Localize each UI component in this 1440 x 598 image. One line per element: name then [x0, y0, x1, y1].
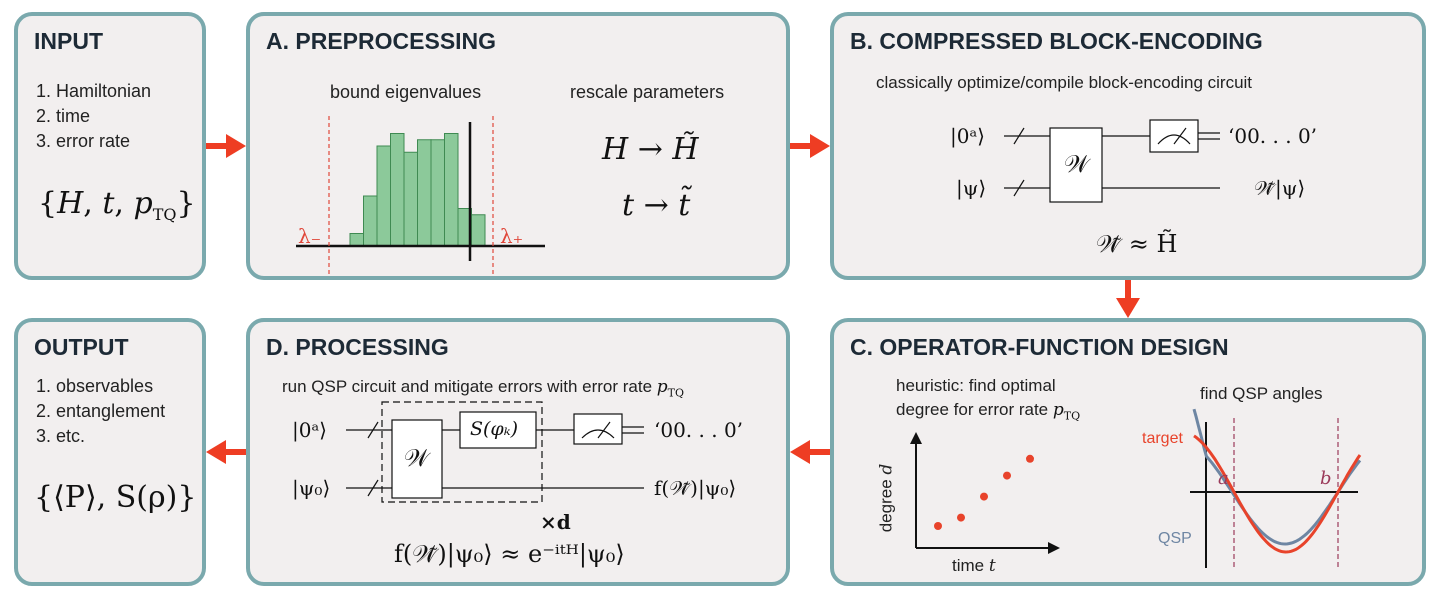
processing-title: D. PROCESSING: [266, 334, 449, 360]
a-label: a: [1218, 468, 1229, 489]
input-title: INPUT: [34, 28, 103, 54]
lambda-minus-label: λ₋: [298, 224, 322, 248]
processing-subtitle-text: run QSP circuit and mitigate errors with…: [282, 377, 657, 396]
heuristic-line2: degree for error rate pTQ: [896, 400, 1081, 423]
map-t: t → t̃: [622, 188, 691, 223]
input-item-error-rate: 3. error rate: [36, 131, 131, 151]
proc-gate-s: S(φₖ): [470, 418, 519, 440]
processing-relation: f(𝒲̃)|ψ₀⟩ ≈ e⁻ⁱᵗᴴ|ψ₀⟩: [394, 540, 625, 568]
output-psi: 𝒲̃|ψ⟩: [1254, 176, 1306, 200]
qsp-angles-label: find QSP angles: [1200, 384, 1323, 403]
target-curve: [1193, 434, 1362, 554]
output-item-etc: 3. etc.: [36, 426, 86, 446]
lambda-plus-label: λ₊: [500, 224, 524, 248]
arrow-preprocessing-to-block: [790, 134, 830, 158]
ket-psi: |ψ⟩: [956, 176, 987, 200]
qsp-angle-plot: [1190, 408, 1362, 568]
operator-design-title: C. OPERATOR-FUNCTION DESIGN: [850, 334, 1229, 360]
block-encoding-panel: B. COMPRESSED BLOCK-ENCODING classically…: [830, 12, 1426, 280]
proc-ket-ancilla: |0ᵃ⟩: [292, 418, 327, 442]
b-label: b: [1320, 468, 1332, 489]
gate-w: 𝒲: [1064, 150, 1090, 178]
eigenvalue-histogram: [296, 116, 545, 276]
output-list: 1. observables 2. entanglement 3. etc.: [36, 374, 165, 449]
heuristic-line1: heuristic: find optimal: [896, 376, 1056, 395]
proc-output-psi: f(𝒲̃)|ψ₀⟩: [654, 476, 737, 500]
proc-gate-w: 𝒲: [404, 444, 430, 472]
ket-ancilla: |0ᵃ⟩: [950, 124, 985, 148]
block-encoding-circuit: [1004, 119, 1220, 203]
output-panel: OUTPUT 1. observables 2. entanglement 3.…: [14, 318, 206, 586]
scatter-point: [934, 522, 942, 530]
repeat-label: ×d: [540, 510, 571, 534]
scatter-point: [1026, 454, 1034, 463]
input-item-hamiltonian: 1. Hamiltonian: [36, 81, 152, 101]
output-title: OUTPUT: [34, 334, 129, 360]
heuristic-line2-text: degree for error rate: [896, 400, 1053, 419]
input-set: {H, t, pTQ}: [38, 186, 196, 224]
bound-eigenvalues-label: bound eigenvalues: [330, 82, 482, 102]
qsp-curve-label: QSP: [1158, 530, 1192, 547]
input-panel: INPUT 1. Hamiltonian 2. time 3. error ra…: [14, 12, 206, 280]
target-label: target: [1142, 430, 1183, 447]
arrow-input-to-preprocessing: [206, 134, 246, 158]
arrow-processing-to-output: [206, 440, 246, 464]
input-list: 1. Hamiltonian 2. time 3. error rate: [36, 79, 151, 154]
preprocessing-panel: A. PREPROCESSING bound eigenvalues resca…: [246, 12, 790, 280]
scatter-xlabel: time t: [952, 556, 996, 576]
processing-panel: D. PROCESSING run QSP circuit and mitiga…: [246, 318, 790, 586]
proc-ket-psi0: |ψ₀⟩: [292, 476, 331, 500]
scatter-point: [957, 513, 965, 522]
operator-design-panel: C. OPERATOR-FUNCTION DESIGN heuristic: f…: [830, 318, 1426, 586]
block-encoding-title: B. COMPRESSED BLOCK-ENCODING: [850, 28, 1263, 54]
scatter-point: [1003, 471, 1011, 480]
output-item-entanglement: 2. entanglement: [36, 401, 166, 421]
processing-circuit: [346, 401, 644, 503]
block-relation: 𝒲̃ ≈ H̃: [1096, 230, 1178, 258]
proc-output-ancilla: ‘00. . . 0’: [654, 418, 744, 442]
rescale-parameters-label: rescale parameters: [570, 82, 725, 102]
output-ancilla: ‘00. . . 0’: [1228, 124, 1318, 148]
arrow-block-to-operator: [1116, 280, 1140, 318]
output-set: {⟨P⟩, S(ρ)}: [34, 480, 197, 515]
input-item-time: 2. time: [36, 106, 91, 126]
scatter-point: [980, 492, 988, 501]
map-h: H → H̃: [602, 132, 699, 167]
preprocessing-title: A. PREPROCESSING: [266, 28, 497, 54]
processing-subtitle: run QSP circuit and mitigate errors with…: [282, 377, 685, 400]
degree-scatter-plot: [910, 432, 1060, 554]
block-encoding-subtitle: classically optimize/compile block-encod…: [876, 73, 1253, 92]
arrow-operator-to-processing: [790, 440, 830, 464]
output-item-observables: 1. observables: [36, 376, 154, 396]
